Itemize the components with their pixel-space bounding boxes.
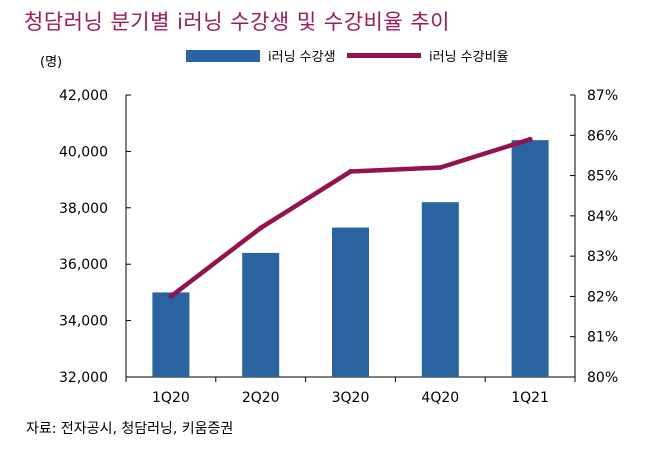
legend-swatch-line xyxy=(347,53,421,58)
bar xyxy=(152,292,190,377)
right-tick-label: 80% xyxy=(587,370,618,386)
right-tick-label: 87% xyxy=(587,88,618,104)
left-tick-label: 36,000 xyxy=(59,257,108,273)
legend-label-bar: i러닝 수강생 xyxy=(268,50,336,65)
x-tick-label: 3Q20 xyxy=(332,390,370,406)
left-tick-label: 40,000 xyxy=(59,144,108,160)
right-tick-label: 82% xyxy=(587,289,618,305)
right-tick-label: 84% xyxy=(587,209,618,225)
right-tick-label: 81% xyxy=(587,330,618,346)
left-axis-unit: (명) xyxy=(40,55,63,70)
line-point xyxy=(258,225,264,231)
left-tick-label: 42,000 xyxy=(59,88,108,104)
legend-item-bar: i러닝 수강생 xyxy=(186,46,336,65)
line-point xyxy=(348,169,353,175)
right-tick-label: 85% xyxy=(587,169,618,185)
left-tick-label: 32,000 xyxy=(59,370,108,386)
legend-swatch-bar xyxy=(186,49,260,62)
x-tick-label: 2Q20 xyxy=(242,390,280,406)
x-tick-label: 4Q20 xyxy=(421,390,459,406)
legend-label-line: i러닝 수강비율 xyxy=(429,50,509,65)
x-tick-label: 1Q20 xyxy=(152,390,190,406)
source-note: 자료: 전자공시, 청담러닝, 키움증권 xyxy=(26,421,234,437)
line-point xyxy=(527,136,533,142)
bar xyxy=(511,140,549,377)
right-tick-label: 86% xyxy=(587,128,618,144)
chart-svg: 32,000 34,000 36,000 38,000 40,000 42,000 80% 8… xyxy=(59,88,618,406)
chart-title: 청담러닝 분기별 i러닝 수강생 및 수강비율 추이 xyxy=(24,10,450,34)
left-tick-label: 34,000 xyxy=(59,314,108,330)
bar xyxy=(421,202,459,377)
legend: i러닝 수강생 i러닝 수강비율 xyxy=(0,46,649,70)
right-tick-label: 83% xyxy=(587,249,618,265)
bar xyxy=(242,252,280,377)
bar xyxy=(332,227,369,377)
x-tick-label: 1Q21 xyxy=(511,390,549,406)
line-point xyxy=(437,165,443,171)
line-point xyxy=(168,293,174,299)
left-tick-label: 38,000 xyxy=(59,201,108,217)
legend-item-line: i러닝 수강비율 xyxy=(347,46,509,65)
